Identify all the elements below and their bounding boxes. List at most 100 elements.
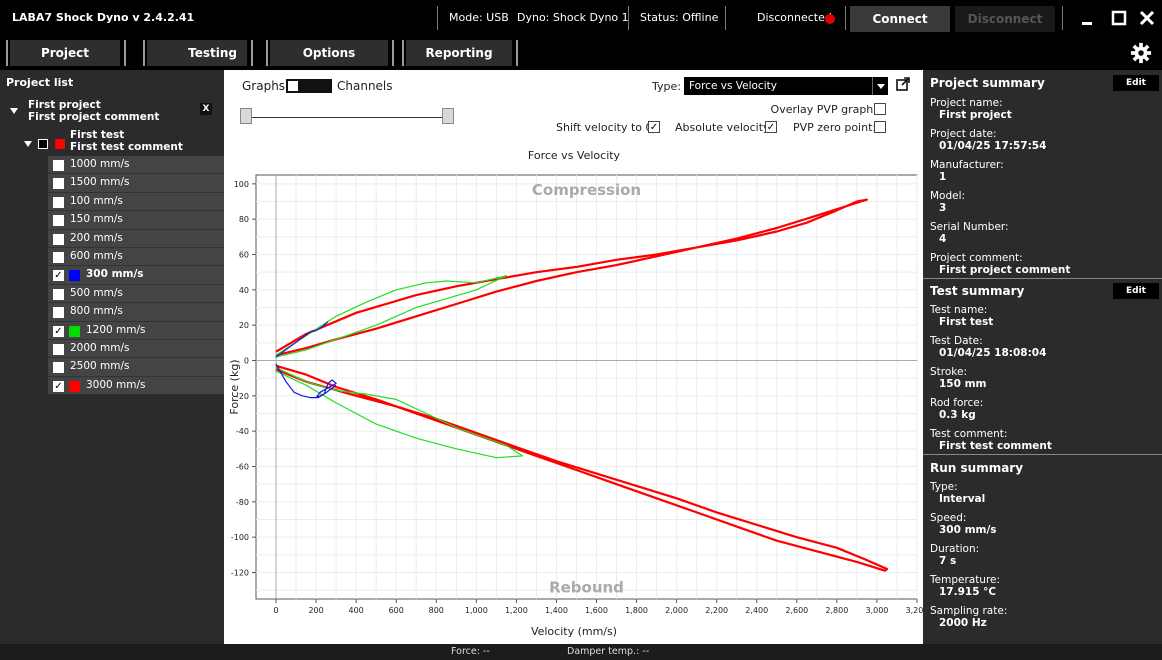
field-value: First test — [939, 316, 994, 328]
separator — [628, 6, 629, 30]
edit-test-button[interactable]: Edit — [1113, 283, 1159, 299]
disconnect-button[interactable]: Disconnect — [955, 6, 1055, 32]
pvp-zero-point-checkbox[interactable] — [874, 121, 886, 133]
summary-panel: Project summary Edit Project name: First … — [923, 70, 1162, 644]
run-item[interactable]: 1500 mm/s — [48, 174, 224, 193]
run-color-swatch — [69, 380, 80, 392]
force-velocity-chart[interactable]: Force vs Velocity 0 200 400 600 800 1,000 1,20… — [224, 149, 928, 643]
run-item[interactable]: ✓ 300 mm/s — [48, 266, 224, 285]
field-value: 3 — [939, 202, 947, 214]
menu-bar: Project Testing Options Reporting — [0, 36, 1162, 70]
pvp-zero-point-label: PVP zero point: — [793, 121, 877, 134]
x-tick-label: 400 — [349, 606, 364, 615]
range-slider-track[interactable] — [252, 117, 448, 118]
x-tick-label: 1,800 — [625, 606, 648, 615]
run-label: 1500 mm/s — [70, 176, 130, 189]
overlay-pvp-checkbox[interactable] — [874, 103, 886, 115]
series — [275, 321, 337, 399]
test-checkbox[interactable] — [38, 139, 48, 149]
y-axis-label: Force (kg) — [228, 359, 241, 414]
menu-options[interactable]: Options — [270, 40, 388, 66]
run-checkbox[interactable] — [53, 215, 64, 227]
run-item[interactable]: 2000 mm/s — [48, 339, 224, 359]
field-value: 4 — [939, 233, 947, 245]
run-item[interactable]: 800 mm/s — [48, 303, 224, 322]
x-tick-label: 1,000 — [465, 606, 488, 615]
run-item[interactable]: ✓ 3000 mm/s — [48, 376, 224, 396]
run-label: 2000 mm/s — [70, 341, 130, 354]
graphs-channels-toggle[interactable] — [286, 79, 332, 93]
x-tick-label: 200 — [308, 606, 323, 615]
menu-reporting[interactable]: Reporting — [406, 40, 512, 66]
popout-window-icon[interactable] — [896, 77, 910, 91]
run-checkbox[interactable] — [53, 251, 64, 263]
type-label: Type: — [652, 80, 681, 93]
project-comment: First project comment — [28, 111, 160, 123]
run-checkbox[interactable]: ✓ — [53, 270, 64, 282]
grid — [256, 175, 918, 599]
graph-area: Graphs Channels Type: Force vs Velocity … — [224, 70, 928, 644]
run-label: 150 mm/s — [70, 213, 123, 226]
x-tick-label: 2,600 — [785, 606, 808, 615]
run-item[interactable]: 600 mm/s — [48, 247, 224, 267]
close-icon[interactable] — [1136, 8, 1158, 28]
project-name[interactable]: First project — [28, 99, 101, 111]
plot-frame — [255, 174, 918, 600]
shift-velocity-checkbox[interactable]: ✓ — [648, 121, 660, 133]
run-checkbox[interactable] — [53, 307, 64, 319]
run-checkbox[interactable] — [53, 362, 64, 374]
menu-testing[interactable]: Testing — [147, 40, 247, 66]
run-item[interactable]: 100 mm/s — [48, 192, 224, 212]
separator — [124, 40, 126, 66]
field-label: Project comment: — [930, 252, 1023, 264]
expand-test-icon[interactable] — [24, 141, 32, 147]
field-label: Stroke: — [930, 366, 967, 378]
run-checkbox[interactable] — [53, 343, 64, 355]
connect-button[interactable]: Connect — [850, 6, 950, 32]
gear-icon[interactable] — [1130, 42, 1152, 64]
run-checkbox[interactable] — [53, 160, 64, 171]
run-checkbox[interactable]: ✓ — [53, 325, 64, 337]
run-item[interactable]: 1000 mm/s — [48, 156, 224, 175]
separator — [437, 6, 438, 30]
divider — [923, 454, 1162, 455]
test-summary-title: Test summary — [930, 284, 1025, 298]
field-label: Type: — [930, 481, 958, 493]
range-slider-end-thumb[interactable] — [442, 108, 454, 124]
field-value: 0.3 kg — [939, 409, 976, 421]
dropdown-arrow[interactable] — [872, 77, 888, 95]
run-checkbox[interactable] — [53, 288, 64, 300]
absolute-velocity-checkbox[interactable]: ✓ — [765, 121, 777, 133]
run-label: 3000 mm/s — [86, 378, 146, 391]
range-slider-start-thumb[interactable] — [240, 108, 252, 124]
run-item[interactable]: 150 mm/s — [48, 211, 224, 230]
field-value: 01/04/25 17:57:54 — [939, 140, 1047, 152]
expand-project-icon[interactable] — [10, 108, 18, 114]
maximize-icon[interactable] — [1108, 8, 1130, 28]
field-label: Test name: — [930, 304, 988, 316]
run-item[interactable]: 2500 mm/s — [48, 358, 224, 377]
run-item[interactable]: ✓ 1200 mm/s — [48, 321, 224, 340]
graphs-label: Graphs — [242, 79, 286, 93]
run-item[interactable]: 200 mm/s — [48, 229, 224, 248]
test-name[interactable]: First test — [70, 129, 125, 141]
minimize-icon[interactable] — [1077, 8, 1099, 28]
separator — [251, 40, 253, 66]
menu-project[interactable]: Project — [10, 40, 120, 66]
title-bar: LABA7 Shock Dyno v 2.4.2.41 Mode: USB Dy… — [0, 0, 1162, 36]
run-checkbox[interactable] — [53, 196, 64, 208]
run-checkbox[interactable] — [53, 233, 64, 245]
y-tick-label: 60 — [239, 251, 249, 260]
remove-project-button[interactable]: X — [200, 103, 212, 115]
toggle-knob[interactable] — [288, 81, 298, 91]
run-checkbox[interactable]: ✓ — [53, 380, 64, 392]
run-checkbox[interactable] — [53, 178, 64, 190]
y-tick-label: -80 — [236, 498, 249, 507]
axes: 0 200 400 600 800 1,000 1,200 1,400 1,600 1,800 2,… — [231, 175, 928, 615]
run-item[interactable]: 500 mm/s — [48, 284, 224, 304]
series-line — [275, 198, 869, 357]
graph-type-select[interactable]: Force vs Velocity — [684, 77, 888, 95]
edit-project-button[interactable]: Edit — [1113, 75, 1159, 91]
status-label: Status: Offline — [640, 11, 719, 24]
y-tick-label: 20 — [239, 321, 249, 330]
